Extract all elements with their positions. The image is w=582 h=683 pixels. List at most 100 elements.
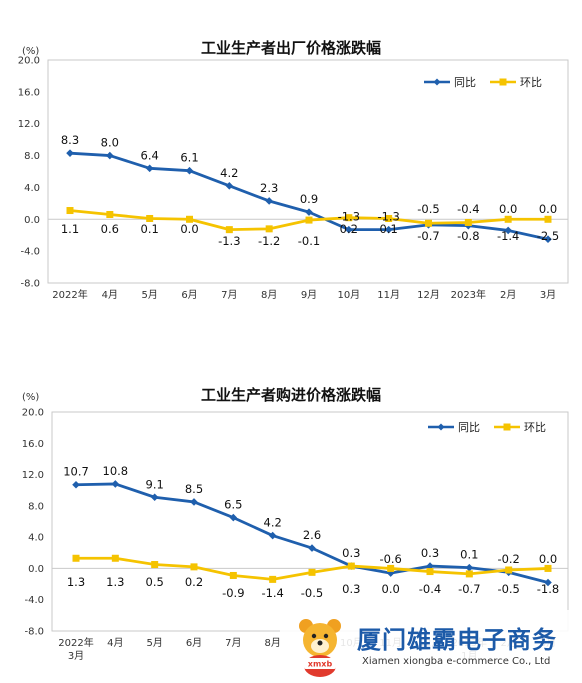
c2-point-square bbox=[229, 571, 237, 579]
c2-point-diamond bbox=[190, 498, 198, 506]
c1-data-label: -1.3 bbox=[338, 210, 360, 224]
c2-data-label: -0.9 bbox=[222, 586, 244, 600]
c2-data-label: -1.4 bbox=[261, 586, 283, 600]
c2-xtick-label: 7月 bbox=[225, 637, 241, 649]
c2-xtick-line: 8月 bbox=[264, 637, 280, 649]
c1-ytick-label: 8.0 bbox=[24, 151, 40, 162]
c2-point-diamond bbox=[229, 513, 238, 522]
c1-xtick-line: 9月 bbox=[301, 289, 317, 300]
c1-point-square bbox=[504, 215, 512, 223]
c1-point-diamond bbox=[106, 151, 114, 160]
c1-xtick-line: 8月 bbox=[261, 289, 277, 300]
c2-point-diamond bbox=[150, 493, 159, 502]
c1-ytick-label: 0.0 bbox=[24, 215, 40, 226]
c1-data-label: -0.4 bbox=[457, 202, 479, 216]
c2-xtick-line: 4月 bbox=[107, 637, 123, 649]
chart1-title: 工业生产者出厂价格涨跌幅 bbox=[200, 39, 381, 57]
c1-data-label: 0.1 bbox=[380, 222, 398, 236]
chart1-plot: 20.016.012.08.04.00.0-4.0-8.02022年3月4月5月… bbox=[18, 56, 569, 300]
c2-ytick-label: 4.0 bbox=[28, 533, 44, 544]
c1-data-label: 4.2 bbox=[220, 166, 238, 180]
c1-xtick-line: 7月 bbox=[221, 289, 237, 300]
c1-data-label: 6.1 bbox=[180, 151, 198, 165]
c1-ytick-label: -4.0 bbox=[20, 247, 40, 258]
c2-xtick-line: 3月 bbox=[68, 650, 84, 662]
c1-xtick-line: 3月 bbox=[540, 289, 556, 300]
c2-data-label: 1.3 bbox=[67, 575, 85, 589]
c1-ytick-label: -8.0 bbox=[20, 279, 40, 290]
c1-data-label: 2.3 bbox=[260, 181, 278, 195]
c2-point-diamond bbox=[72, 480, 80, 489]
c1-xtick-line: 2022年 bbox=[52, 288, 87, 300]
c2-data-label: 8.5 bbox=[185, 482, 203, 496]
c2-point-square bbox=[387, 564, 395, 572]
c1-point-diamond bbox=[305, 208, 313, 216]
c1-point-diamond bbox=[504, 226, 512, 235]
c2-xtick-label: 2022年 3月 bbox=[58, 636, 93, 662]
c1-point-square bbox=[66, 207, 74, 215]
c2-data-label: 0.5 bbox=[146, 575, 164, 589]
c1-xtick-line: 2月 bbox=[500, 289, 516, 300]
c1-data-label: 0.9 bbox=[300, 192, 318, 206]
c2-point-square bbox=[308, 568, 316, 576]
c1-data-label: 6.4 bbox=[141, 148, 159, 162]
c1-xtick-line: 11月 bbox=[377, 289, 400, 300]
c1-point-diamond bbox=[145, 164, 154, 173]
watermark-company-name: 厦门雄霸电子商务 bbox=[357, 626, 557, 654]
c2-xtick-label: 5月 bbox=[146, 637, 162, 649]
logo-text: xmxb bbox=[308, 660, 333, 669]
c1-point-diamond bbox=[225, 182, 234, 190]
c2-data-label: -0.7 bbox=[458, 582, 480, 596]
c2-ytick-label: -4.0 bbox=[24, 595, 44, 606]
c2-xtick-label: 8月 bbox=[264, 637, 280, 649]
c1-data-label: -1.4 bbox=[497, 229, 519, 243]
c2-legend-marker bbox=[503, 423, 511, 431]
c1-data-label: 0.0 bbox=[499, 202, 517, 216]
c1-xtick-label: 2023年1月 bbox=[451, 288, 486, 300]
c2-data-label: -0.5 bbox=[301, 586, 323, 600]
c2-point-diamond bbox=[465, 563, 474, 572]
c1-plot-frame bbox=[47, 59, 569, 284]
c1-point-diamond bbox=[345, 225, 353, 234]
c1-data-label: 8.3 bbox=[61, 133, 79, 147]
c1-data-label: -1.2 bbox=[258, 234, 280, 248]
c1-point-square bbox=[186, 215, 193, 223]
c1-point-square bbox=[425, 219, 432, 227]
c1-xtick-label: 5月 bbox=[141, 289, 157, 300]
c1-xtick-label: 3月 bbox=[540, 289, 556, 300]
c2-point-square bbox=[111, 554, 119, 562]
c1-data-label: -0.8 bbox=[457, 229, 479, 243]
c1-legend-marker bbox=[499, 78, 507, 86]
c1-point-square bbox=[544, 215, 552, 223]
c1-xtick-line: 10月 bbox=[337, 289, 360, 300]
c1-point-square bbox=[305, 216, 313, 224]
c1-data-label: 8.0 bbox=[101, 136, 119, 150]
c2-ytick-label: 20.0 bbox=[22, 408, 44, 419]
c1-data-label: 0.0 bbox=[180, 222, 198, 236]
c2-data-label: 2.6 bbox=[303, 528, 321, 542]
c1-legend-label: 同比 bbox=[454, 76, 476, 89]
c2-ytick-label: 12.0 bbox=[22, 470, 44, 481]
watermark-company-name-en: Xiamen xiongba e-commerce Co., Ltd bbox=[362, 656, 551, 667]
c2-point-square bbox=[505, 566, 513, 574]
c2-xtick-label: 4月 bbox=[107, 637, 123, 649]
c1-xtick-label: 6月 bbox=[181, 289, 197, 300]
c1-data-label: 0.6 bbox=[101, 222, 119, 236]
c2-data-label: 0.1 bbox=[460, 548, 478, 562]
c1-ytick-label: 12.0 bbox=[18, 119, 40, 130]
c1-data-label: -0.1 bbox=[298, 234, 320, 248]
c1-data-label: -1.3 bbox=[218, 234, 240, 248]
c2-ytick-label: 8.0 bbox=[28, 501, 44, 512]
c1-xtick-line: 2023年 bbox=[451, 288, 486, 300]
c1-point-diamond bbox=[384, 225, 393, 234]
c1-point-square bbox=[385, 214, 393, 222]
c2-point-diamond bbox=[308, 544, 316, 552]
c2-xtick-line: 6月 bbox=[186, 637, 202, 649]
c1-data-label: 1.1 bbox=[61, 222, 79, 236]
c1-xtick-label: 8月 bbox=[261, 289, 277, 300]
c1-ytick-label: 16.0 bbox=[18, 87, 40, 98]
c2-point-square bbox=[72, 554, 80, 562]
c1-xtick-label: 11月 bbox=[377, 289, 400, 300]
